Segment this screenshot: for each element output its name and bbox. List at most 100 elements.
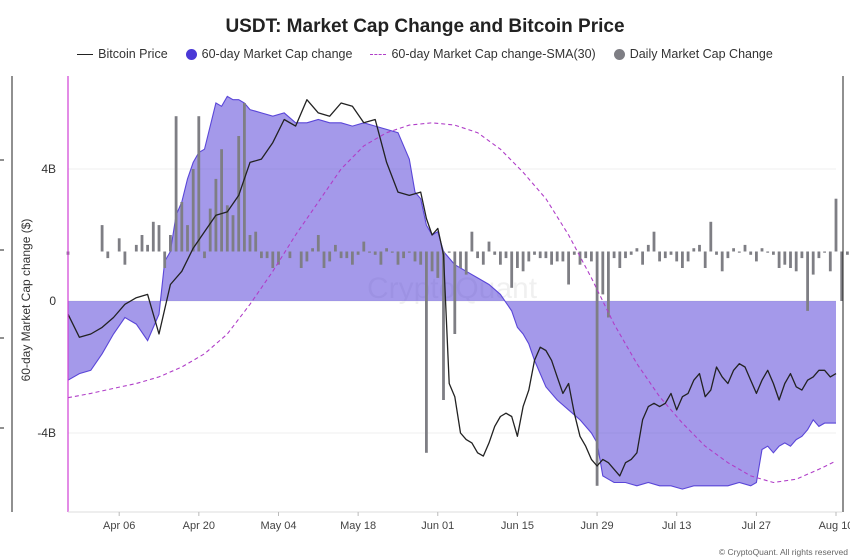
legend-item-bitcoin-price[interactable]: Bitcoin Price (77, 47, 168, 61)
daily-change-bar (442, 251, 445, 400)
daily-change-bar (510, 251, 514, 288)
daily-change-bar (476, 251, 479, 259)
daily-change-bar (675, 251, 679, 262)
daily-change-bar (544, 251, 548, 259)
daily-change-bar (612, 251, 616, 259)
daily-change-bar (197, 116, 201, 252)
daily-change-bar (203, 251, 206, 259)
daily-change-bar (840, 251, 844, 301)
daily-change-bar (453, 251, 457, 334)
daily-change-bar (789, 251, 792, 268)
daily-change-bar (646, 244, 650, 252)
x-tick-label: May 04 (260, 520, 296, 532)
daily-change-bar (578, 251, 582, 265)
bitcoin-price-line (67, 99, 837, 477)
daily-change-bar (265, 251, 269, 259)
daily-change-bar (567, 251, 570, 285)
x-tick-label: Jun 15 (501, 520, 534, 532)
daily-change-bar (555, 251, 559, 262)
daily-change-bar (715, 251, 718, 255)
daily-change-bar (248, 235, 252, 252)
legend-item-market-cap-change[interactable]: 60-day Market Cap change (185, 47, 353, 61)
daily-change-bar (828, 251, 832, 272)
daily-change-bar (322, 251, 326, 268)
daily-change-bar (652, 231, 656, 252)
daily-change-bar (157, 225, 161, 252)
daily-change-bar (413, 251, 417, 262)
daily-change-bar (288, 251, 292, 259)
daily-change-bar (698, 244, 701, 252)
daily-change-bar (703, 251, 707, 268)
legend-label: Daily Market Cap Change (629, 47, 773, 61)
daily-change-bar (459, 251, 462, 268)
y-tick-label: -4B (37, 426, 56, 440)
daily-change-bar (100, 225, 104, 252)
daily-change-bar (607, 251, 610, 318)
daily-change-bar (811, 251, 815, 275)
daily-change-bar (419, 251, 423, 265)
daily-change-bar (407, 251, 411, 253)
daily-change-bar (686, 251, 690, 262)
legend-label: 60-day Market Cap change-SMA(30) (391, 47, 596, 61)
daily-change-bar (533, 251, 536, 255)
daily-change-bar (271, 251, 275, 268)
daily-change-bar (390, 251, 394, 253)
daily-change-bar (743, 244, 747, 252)
daily-change-bar (561, 251, 565, 262)
bitcoin-price-path (67, 99, 837, 477)
daily-change-bar (601, 251, 605, 295)
daily-change-bar (470, 231, 474, 252)
daily-change-bar (220, 149, 223, 252)
daily-change-bar (641, 251, 644, 265)
legend-swatch-dashed (370, 53, 387, 55)
daily-change-bar (487, 241, 491, 252)
daily-change-bar (726, 251, 730, 259)
daily-change-bar (140, 235, 144, 252)
daily-change-bar (225, 205, 229, 252)
daily-change-bar (681, 251, 684, 268)
legend-item-daily-change[interactable]: Daily Market Cap Change (613, 47, 773, 61)
daily-change-bar (254, 231, 258, 252)
daily-change-bar (749, 251, 753, 255)
daily-change-bar (174, 116, 178, 252)
daily-change-bar (311, 248, 314, 252)
daily-change-bar (794, 251, 798, 272)
daily-change-bar (658, 251, 661, 262)
daily-change-bar (430, 251, 434, 272)
daily-change-bar (385, 248, 388, 252)
daily-change-bar (635, 248, 639, 252)
daily-change-bar (499, 251, 502, 265)
daily-change-bar (817, 251, 821, 259)
daily-change-bar (800, 251, 804, 259)
daily-change-bar (527, 251, 531, 262)
daily-change-bar (436, 251, 440, 278)
daily-change-bar (521, 251, 525, 272)
daily-change-bar (146, 244, 149, 252)
daily-change-bar (504, 251, 508, 259)
y-axis-label: 60-day Market Cap change ($) (19, 219, 33, 382)
x-tick-label: Apr 06 (103, 520, 135, 532)
daily-change-bar (550, 251, 553, 265)
daily-change-bar (362, 241, 366, 252)
legend-item-sma[interactable]: 60-day Market Cap change-SMA(30) (370, 47, 596, 61)
y-tick-label: 4B (41, 162, 56, 176)
x-tick-label: Jul 13 (662, 520, 691, 532)
daily-change-bar (766, 251, 770, 253)
daily-change-bar (151, 221, 155, 252)
daily-change-bar (260, 251, 263, 259)
daily-change-bar (334, 244, 337, 252)
daily-change-bar (772, 251, 775, 255)
x-axis-ticks: Apr 06 Apr 20 May 04 May 18 Jun 01 Jun 15 Jun … (103, 512, 850, 532)
daily-change-bar (720, 251, 724, 272)
daily-change-bar (328, 251, 332, 262)
daily-change-bar (755, 251, 758, 262)
daily-change-bar (447, 251, 451, 253)
copyright-credit: © CryptoQuant. All rights reserved (718, 547, 848, 557)
daily-change-bar (590, 251, 593, 262)
daily-change-bar (760, 248, 764, 252)
daily-change-bar (806, 251, 809, 311)
daily-change-bar (134, 244, 138, 252)
daily-change-bar (186, 225, 189, 252)
legend-label: 60-day Market Cap change (201, 47, 353, 61)
